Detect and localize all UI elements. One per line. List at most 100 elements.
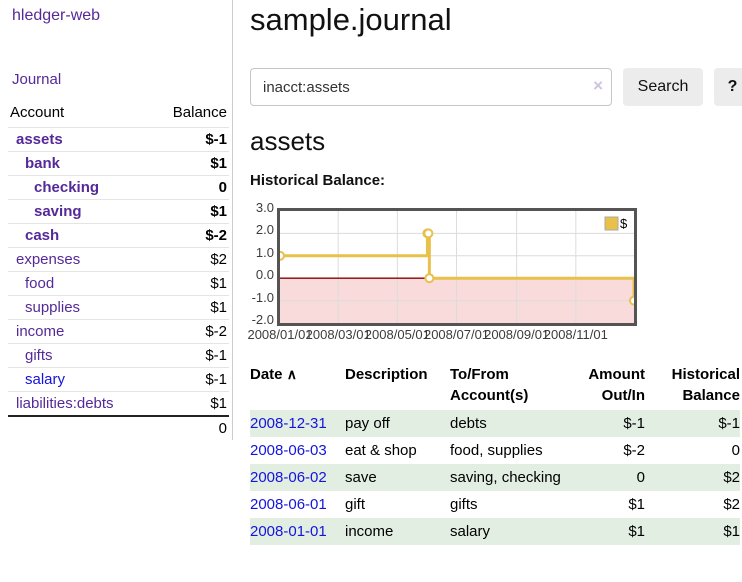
x-axis-tick-label: 2008/03/01 — [305, 327, 371, 342]
accounts-header-row: Account Balance — [8, 100, 229, 128]
sidebar-item-journal[interactable]: Journal — [12, 71, 62, 88]
transaction-accounts: debts — [450, 415, 487, 432]
transaction-amount: $-2 — [623, 442, 645, 459]
account-heading: assets — [250, 126, 326, 156]
account-row: checking 0 — [8, 175, 229, 200]
col-header-amount[interactable]: Amount Out/In — [588, 366, 645, 404]
x-axis-tick-label: 2008/01/01 — [247, 327, 313, 342]
account-link-saving[interactable]: saving — [34, 203, 82, 220]
account-row: expenses $2 — [8, 247, 229, 272]
data-point-marker — [423, 228, 434, 239]
account-row: food $1 — [8, 271, 229, 296]
sidebar: hledger-web Journal Account Balance asse… — [0, 0, 233, 440]
chart-title: Historical Balance: — [250, 172, 386, 189]
account-row: supplies $1 — [8, 295, 229, 320]
register-header-row: Date ∧ Description To/From Account(s) Am… — [250, 362, 740, 410]
transaction-accounts: food, supplies — [450, 442, 543, 459]
register-row: 2008-06-01 gift gifts $1 $2 — [250, 491, 740, 518]
accounts-header-account: Account — [10, 104, 65, 121]
accounts-table: Account Balance assets $-1 bank $1 checking 0… — [8, 100, 229, 440]
search-button[interactable]: Search — [623, 68, 703, 106]
search-box: × — [250, 68, 612, 106]
x-axis-tick-label: 2008/05/01 — [364, 327, 430, 342]
account-link-cash[interactable]: cash — [25, 227, 60, 244]
transaction-description: income — [345, 518, 450, 545]
app-title-link[interactable]: hledger-web — [12, 7, 101, 24]
x-axis-tick-label: 2008/11/01 — [543, 327, 608, 342]
search-input[interactable] — [250, 68, 612, 106]
account-balance: $-2 — [151, 223, 229, 248]
col-header-accounts[interactable]: To/From Account(s) — [450, 366, 529, 404]
transaction-balance: $1 — [645, 518, 740, 545]
y-axis-tick-label: -1.0 — [251, 289, 274, 305]
account-balance: $-1 — [151, 127, 229, 152]
transaction-date-link[interactable]: 2008-01-01 — [250, 523, 327, 540]
col-header-balance[interactable]: Historical Balance — [671, 366, 740, 404]
account-link-salary[interactable]: salary — [25, 371, 66, 388]
help-button[interactable]: ? — [714, 68, 742, 106]
account-balance: $2 — [151, 247, 229, 272]
register-table: Date ∧ Description To/From Account(s) Am… — [250, 362, 740, 545]
transaction-balance: $2 — [645, 464, 740, 491]
account-balance: $-1 — [151, 367, 229, 392]
account-row: cash $-2 — [8, 223, 229, 248]
account-row: salary $-1 — [8, 367, 229, 392]
x-axis-tick-label: 2008/09/01 — [484, 327, 550, 342]
account-row: bank $1 — [8, 151, 229, 176]
col-header-description[interactable]: Description — [345, 366, 428, 383]
account-link-supplies[interactable]: supplies — [25, 299, 81, 316]
account-link-bank[interactable]: bank — [25, 155, 61, 172]
transaction-balance: $-1 — [645, 410, 740, 437]
y-axis-tick-label: -2.0 — [251, 312, 274, 327]
account-row: saving $1 — [8, 199, 229, 224]
legend-label: $ — [620, 216, 628, 231]
y-axis-tick-label: 0.0 — [255, 267, 274, 283]
transaction-amount: $-1 — [568, 410, 645, 437]
col-header-date[interactable]: Date ∧ — [250, 362, 345, 410]
transaction-amount: $1 — [568, 518, 645, 545]
transaction-accounts: salary — [450, 523, 491, 540]
transaction-description: eat & shop — [345, 442, 417, 459]
transaction-date-link[interactable]: 2008-06-02 — [250, 469, 327, 486]
register-row: 2008-01-01 income salary $1 $1 — [250, 518, 740, 545]
register-row: 2008-12-31 pay off debts $-1 $-1 — [250, 410, 740, 437]
data-point-marker — [424, 273, 435, 284]
x-axis-tick-label: 2008/07/01 — [423, 327, 490, 342]
transaction-date-link[interactable]: 2008-12-31 — [250, 415, 327, 432]
transaction-amount: $1 — [628, 496, 645, 513]
accounts-header-balance: Balance — [172, 104, 227, 121]
transaction-amount: 0 — [568, 464, 645, 491]
page-title: sample.journal — [250, 2, 452, 37]
transaction-accounts: saving, checking — [450, 469, 561, 486]
transaction-date-link[interactable]: 2008-06-03 — [250, 442, 327, 459]
y-axis-tick-label: 2.0 — [255, 222, 274, 238]
account-link-liabilities-debts[interactable]: liabilities:debts — [16, 395, 114, 412]
account-link-gifts[interactable]: gifts — [25, 347, 53, 364]
account-balance: $1 — [151, 271, 229, 296]
account-balance: $-2 — [151, 319, 229, 344]
register-row: 2008-06-02 save saving, checking 0 $2 — [250, 464, 740, 491]
account-link-checking[interactable]: checking — [34, 179, 100, 196]
y-axis-tick-label: 3.0 — [255, 200, 274, 215]
historical-balance-chart: 3.0 2.0 1.0 0.0 -1.0 -2.0 2008/01/01 2008/03/01… — [247, 196, 737, 346]
accounts-total-row: 0 — [8, 415, 229, 440]
register-row: 2008-06-03 eat & shop food, supplies $-2 0 — [250, 437, 740, 464]
transaction-date-link[interactable]: 2008-06-01 — [250, 496, 327, 513]
account-link-food[interactable]: food — [25, 275, 55, 292]
account-link-assets[interactable]: assets — [16, 131, 63, 148]
transaction-description: gift — [345, 496, 366, 513]
transaction-description: pay off — [345, 410, 450, 437]
account-link-expenses[interactable]: expenses — [16, 251, 81, 268]
account-balance: 0 — [151, 175, 229, 200]
account-row: liabilities:debts $1 — [8, 391, 229, 416]
account-link-income[interactable]: income — [16, 323, 65, 340]
transaction-balance: 0 — [731, 442, 740, 459]
account-row: assets $-1 — [8, 127, 229, 152]
transaction-accounts: gifts — [450, 496, 478, 513]
transaction-balance: $2 — [723, 496, 740, 513]
clear-search-icon[interactable]: × — [593, 76, 603, 95]
chart-plot-area: $ — [277, 208, 637, 326]
sort-ascending-icon: ∧ — [286, 366, 297, 382]
account-balance: $1 — [151, 295, 229, 320]
account-row: income $-2 — [8, 319, 229, 344]
